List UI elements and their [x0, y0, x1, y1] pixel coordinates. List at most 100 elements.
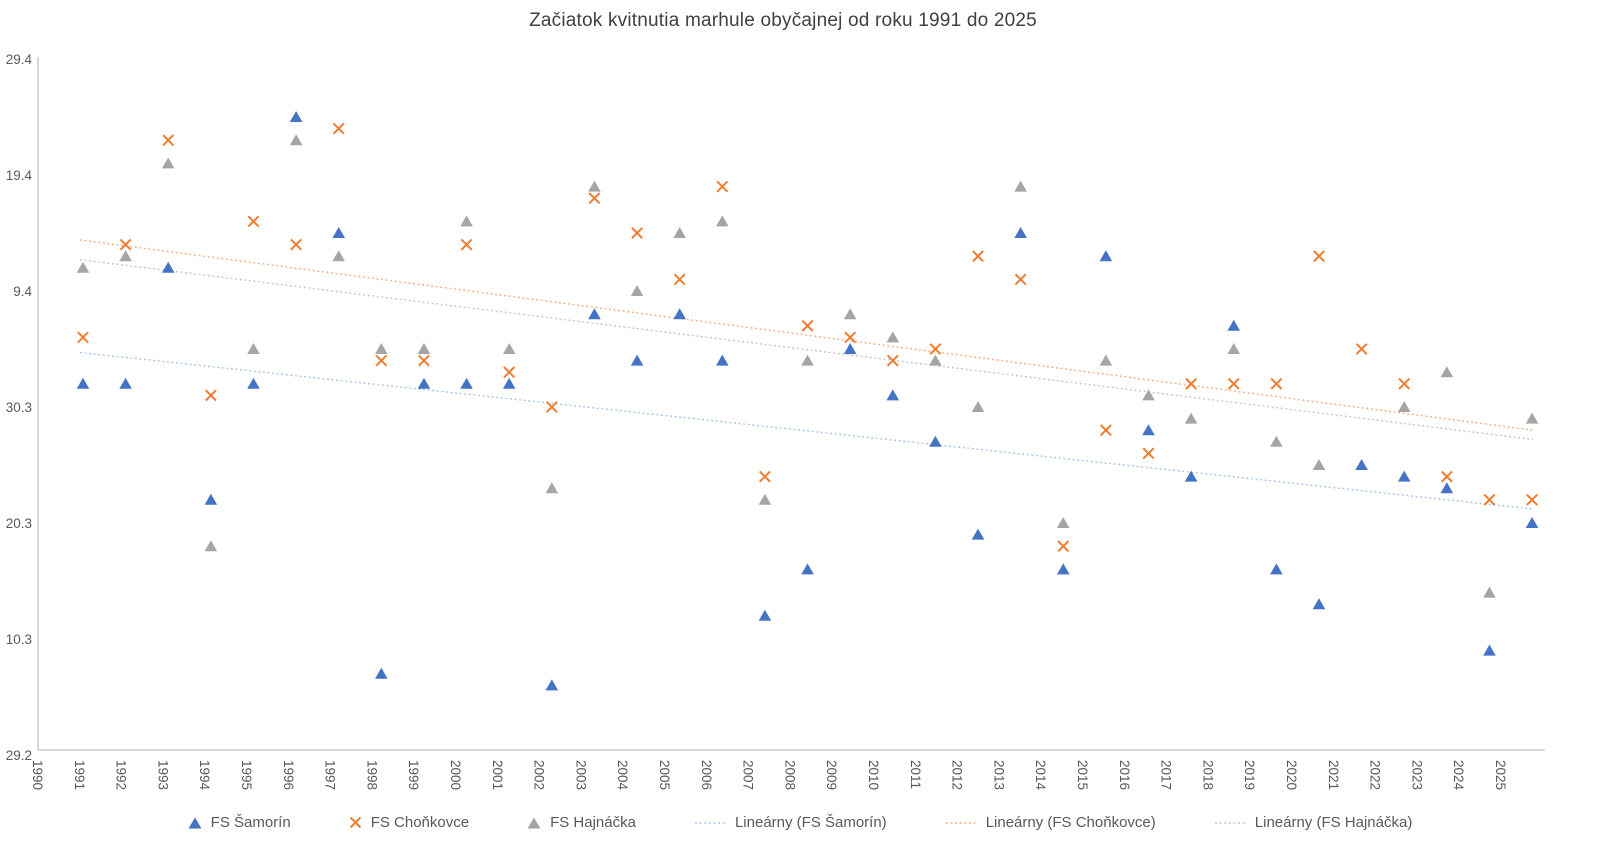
- x-tick-label: 1992: [114, 760, 129, 790]
- scatter-marker-1995: [247, 377, 260, 389]
- legend-label: FS Choňkovce: [370, 814, 470, 831]
- x-tick-label: 1999: [406, 760, 421, 790]
- x-tick-label: 2013: [991, 760, 1006, 790]
- legend: FS Šamorín FS Choňkovce FS Hajnáčka Line…: [0, 814, 1600, 831]
- legend-item-trend-hajnacka: Lineárny (FS Hajnáčka): [1214, 814, 1412, 831]
- scatter-marker-2021: [1355, 459, 1368, 470]
- scatter-marker-2021: [1355, 343, 1368, 355]
- scatter-marker-2000: [460, 215, 473, 227]
- scatter-marker-2024: [1483, 493, 1496, 506]
- x-tick-label: 2002: [532, 760, 547, 790]
- scatter-marker-2000: [460, 377, 473, 389]
- scatter-marker-1997: [332, 122, 345, 135]
- scatter-marker-2012: [971, 528, 985, 540]
- x-tick-label: 1990: [30, 760, 45, 790]
- y-tick-label: 29.4: [6, 52, 33, 67]
- series-fs-cho-kovce: [77, 122, 1538, 553]
- scatter-marker-1998: [375, 667, 388, 679]
- scatter-marker-2018: [1227, 377, 1240, 390]
- x-axis-labels: 1990 1991 1992 1993 1994 1995 1996 1997 1998 1999…: [30, 760, 1508, 791]
- scatter-marker-2007: [758, 493, 772, 505]
- x-tick-label: 1997: [323, 760, 338, 790]
- scatter-marker-2005: [673, 227, 686, 238]
- x-tick-label: 2012: [950, 760, 965, 790]
- scatter-marker-2002: [545, 401, 558, 413]
- x-tick-label: 2007: [741, 760, 756, 790]
- legend-item-fs-chonkovce: FS Choňkovce: [349, 814, 469, 831]
- scatter-marker-2013: [1014, 273, 1027, 286]
- scatter-marker-2022: [1398, 377, 1411, 390]
- scatter-marker-1994: [204, 540, 218, 552]
- scatter-marker-1991: [77, 331, 89, 344]
- scatter-marker-2017: [1185, 377, 1198, 390]
- scatter-marker-2004: [630, 354, 644, 366]
- scatter-marker-2015: [1099, 250, 1113, 262]
- legend-item-fs-hajnacka: FS Hajnáčka: [527, 814, 636, 831]
- x-tick-label: 2024: [1451, 760, 1466, 791]
- scatter-marker-1993: [162, 134, 175, 147]
- scatter-marker-1994: [204, 389, 217, 402]
- dotted-line-icon: [1214, 820, 1246, 826]
- x-tick-label: 2017: [1159, 760, 1174, 790]
- legend-item-fs-samorin: FS Šamorín: [188, 814, 291, 831]
- scatter-marker-2001: [502, 377, 516, 389]
- x-marker-icon: [349, 816, 362, 829]
- scatter-marker-2006: [716, 354, 729, 366]
- scatter-marker-2023: [1440, 482, 1454, 494]
- scatter-marker-2013: [1014, 180, 1027, 192]
- scatter-marker-2005: [673, 308, 686, 320]
- scatter-marker-1991: [76, 261, 90, 273]
- scatter-marker-1992: [119, 377, 132, 389]
- x-tick-label: 2014: [1033, 760, 1048, 791]
- scatter-marker-2025: [1525, 412, 1539, 424]
- scatter-marker-2015: [1099, 354, 1113, 366]
- scatter-marker-2022: [1397, 401, 1411, 412]
- trendline-line-rny-fs-amor-n-: [79, 351, 1534, 510]
- scatter-marker-2016: [1142, 424, 1155, 436]
- x-tick-label: 2006: [699, 760, 714, 790]
- x-tick-label: 2015: [1075, 760, 1090, 790]
- scatter-marker-2015: [1099, 424, 1112, 437]
- scatter-marker-1997: [332, 250, 346, 262]
- x-tick-label: 1998: [364, 760, 379, 790]
- x-tick-label: 1996: [281, 760, 296, 790]
- scatter-marker-2019: [1270, 435, 1283, 447]
- x-tick-label: 2010: [866, 760, 881, 790]
- scatter-marker-2025: [1525, 517, 1539, 528]
- triangle-marker-icon: [188, 817, 202, 829]
- scatter-marker-2018: [1227, 343, 1241, 354]
- x-tick-label: 1995: [239, 760, 254, 790]
- scatter-marker-2020: [1312, 598, 1326, 610]
- x-tick-label: 2003: [573, 760, 588, 790]
- scatter-marker-2004: [631, 227, 643, 239]
- x-tick-label: 2005: [657, 760, 672, 790]
- x-tick-label: 2001: [490, 760, 505, 790]
- x-tick-label: 2021: [1326, 760, 1341, 790]
- y-tick-label: 19.4: [6, 168, 33, 183]
- scatter-marker-2016: [1142, 389, 1155, 401]
- legend-label: FS Šamorín: [210, 814, 291, 831]
- scatter-marker-2014: [1056, 517, 1070, 528]
- legend-label: FS Hajnáčka: [550, 814, 636, 831]
- scatter-marker-1992: [119, 250, 132, 262]
- scatter-marker-2020: [1313, 250, 1325, 263]
- scatter-marker-2022: [1397, 470, 1411, 482]
- scatter-marker-2007: [758, 609, 772, 621]
- scatter-marker-1999: [417, 377, 431, 389]
- scatter-marker-2024: [1483, 586, 1496, 598]
- scatter-marker-1998: [375, 354, 388, 367]
- scatter-marker-2005: [673, 273, 686, 286]
- scatter-marker-2002: [545, 679, 559, 691]
- x-tick-label: 2020: [1284, 760, 1299, 790]
- y-tick-label: 29.2: [6, 748, 32, 763]
- legend-label: Lineárny (FS Choňkovce): [985, 814, 1156, 831]
- x-tick-label: 2016: [1117, 760, 1132, 790]
- scatter-marker-2003: [588, 308, 601, 320]
- scatter-marker-1996: [289, 111, 303, 122]
- scatter-marker-2008: [801, 319, 814, 332]
- scatter-marker-2014: [1056, 563, 1070, 575]
- x-tick-label: 2023: [1409, 760, 1424, 790]
- y-tick-label: 10.3: [6, 632, 32, 647]
- scatter-marker-1991: [76, 377, 90, 389]
